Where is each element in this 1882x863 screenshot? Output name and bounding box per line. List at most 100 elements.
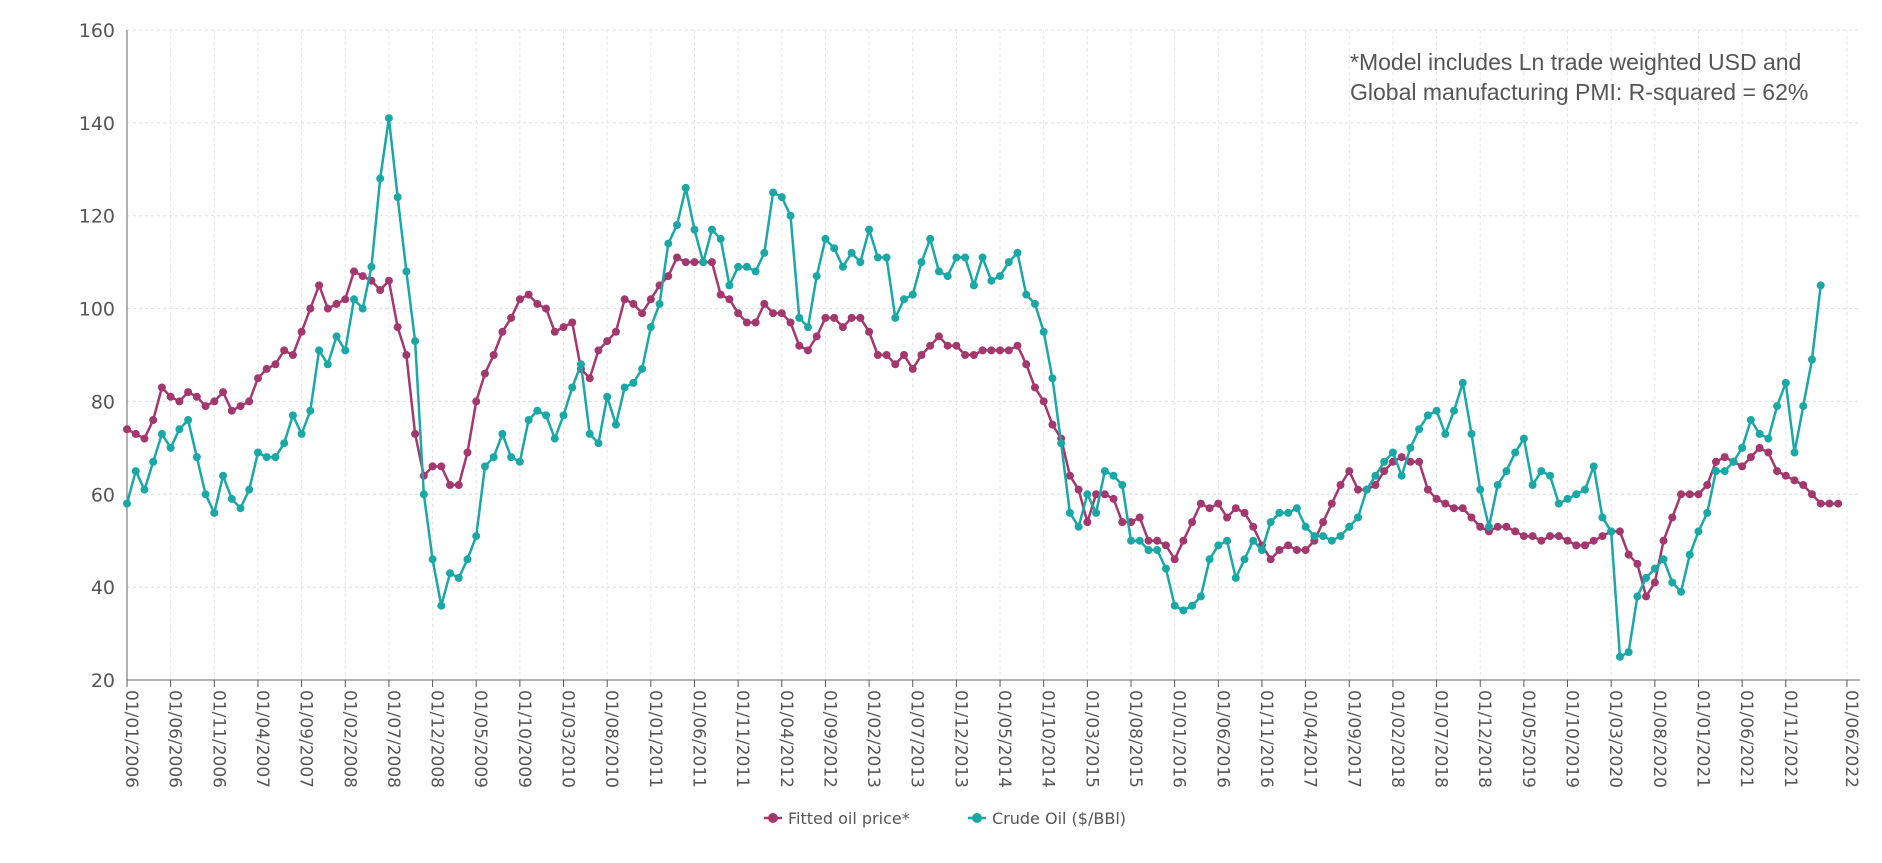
data-point <box>1170 555 1179 564</box>
data-point <box>1484 522 1493 531</box>
data-point <box>838 262 847 271</box>
data-point <box>131 429 140 438</box>
data-point <box>786 211 795 220</box>
x-tick-label: 01/03/2020 <box>1605 690 1625 788</box>
data-point <box>1703 508 1712 517</box>
data-point <box>253 448 262 457</box>
data-point <box>411 429 420 438</box>
data-point <box>1284 541 1293 550</box>
data-point <box>1677 490 1686 499</box>
data-point <box>1231 573 1240 582</box>
data-point <box>1266 555 1275 564</box>
data-point <box>1816 499 1825 508</box>
data-point <box>1598 532 1607 541</box>
data-point <box>1205 504 1214 513</box>
data-point <box>411 337 420 346</box>
y-tick-label: 80 <box>91 391 115 413</box>
data-point <box>1746 453 1755 462</box>
data-point <box>1205 555 1214 564</box>
data-point <box>1397 453 1406 462</box>
data-point <box>524 290 533 299</box>
x-tick-label: 01/12/2018 <box>1474 690 1494 788</box>
x-tick-label: 01/06/2022 <box>1841 690 1861 788</box>
legend-swatch-marker-fitted <box>768 813 778 823</box>
data-point <box>149 457 158 466</box>
data-point <box>253 374 262 383</box>
data-point <box>1572 490 1581 499</box>
data-point <box>341 295 350 304</box>
data-point <box>149 416 158 424</box>
data-point <box>690 258 699 267</box>
data-point <box>1345 467 1354 476</box>
data-point <box>1537 467 1546 476</box>
data-point <box>1825 499 1834 508</box>
x-tick-label: 01/11/2021 <box>1780 690 1800 788</box>
data-point <box>1781 471 1790 480</box>
legend-item-crude[interactable]: Crude Oil ($/BBl) <box>968 809 1126 828</box>
data-point <box>454 481 463 489</box>
data-point <box>297 429 306 438</box>
data-point <box>638 364 647 373</box>
data-point <box>847 313 856 322</box>
data-point <box>280 439 289 448</box>
data-point <box>576 360 585 369</box>
data-point <box>306 304 315 313</box>
data-point <box>769 309 778 318</box>
data-point <box>288 411 297 420</box>
data-point <box>1223 536 1232 545</box>
x-tick-label: 01/12/2008 <box>427 690 447 788</box>
data-point <box>830 244 839 253</box>
data-point <box>865 327 874 336</box>
data-point <box>349 267 358 276</box>
data-point <box>341 346 350 355</box>
data-point <box>1589 536 1598 545</box>
data-point <box>358 272 367 281</box>
data-point <box>681 183 690 192</box>
data-point <box>428 555 437 564</box>
x-tick-label: 01/01/2011 <box>645 690 665 788</box>
data-point <box>1109 494 1118 503</box>
data-point <box>550 434 559 443</box>
x-tick-label: 01/09/2017 <box>1343 690 1363 788</box>
data-point <box>123 499 131 508</box>
data-point <box>681 258 690 267</box>
data-point <box>1371 481 1380 489</box>
data-point <box>996 346 1005 355</box>
data-point <box>157 383 166 392</box>
x-tick-label: 01/11/2011 <box>732 690 752 788</box>
data-point <box>1153 546 1162 554</box>
data-point <box>821 234 830 243</box>
data-point <box>1074 485 1083 494</box>
data-point <box>1467 429 1476 438</box>
legend-swatch-marker-crude <box>972 813 982 823</box>
data-point <box>1065 471 1074 480</box>
data-point <box>646 323 655 332</box>
x-tick-label: 01/11/2016 <box>1256 690 1276 788</box>
data-point <box>1738 462 1747 471</box>
x-tick-label: 01/09/2012 <box>819 690 839 788</box>
data-point <box>908 290 917 299</box>
data-point <box>1214 541 1223 550</box>
data-point <box>1223 513 1232 522</box>
data-point <box>1292 504 1301 513</box>
data-point <box>664 239 673 248</box>
data-point <box>419 490 428 499</box>
data-point <box>1511 448 1520 457</box>
data-point <box>1711 457 1720 466</box>
data-point <box>908 364 917 373</box>
data-point <box>376 286 385 294</box>
x-tick-label: 01/09/2007 <box>296 690 316 788</box>
data-point <box>978 346 987 355</box>
data-point <box>1406 457 1415 466</box>
data-point <box>1834 499 1843 508</box>
data-point <box>611 420 620 429</box>
data-point <box>952 253 961 262</box>
data-point <box>1048 420 1057 429</box>
legend-item-fitted[interactable]: Fitted oil price* <box>764 809 910 828</box>
x-tick-label: 01/01/2016 <box>1169 690 1189 788</box>
data-point <box>1624 550 1633 559</box>
data-point <box>917 258 926 267</box>
x-tick-label: 01/01/2021 <box>1692 690 1712 788</box>
data-point <box>262 453 271 462</box>
